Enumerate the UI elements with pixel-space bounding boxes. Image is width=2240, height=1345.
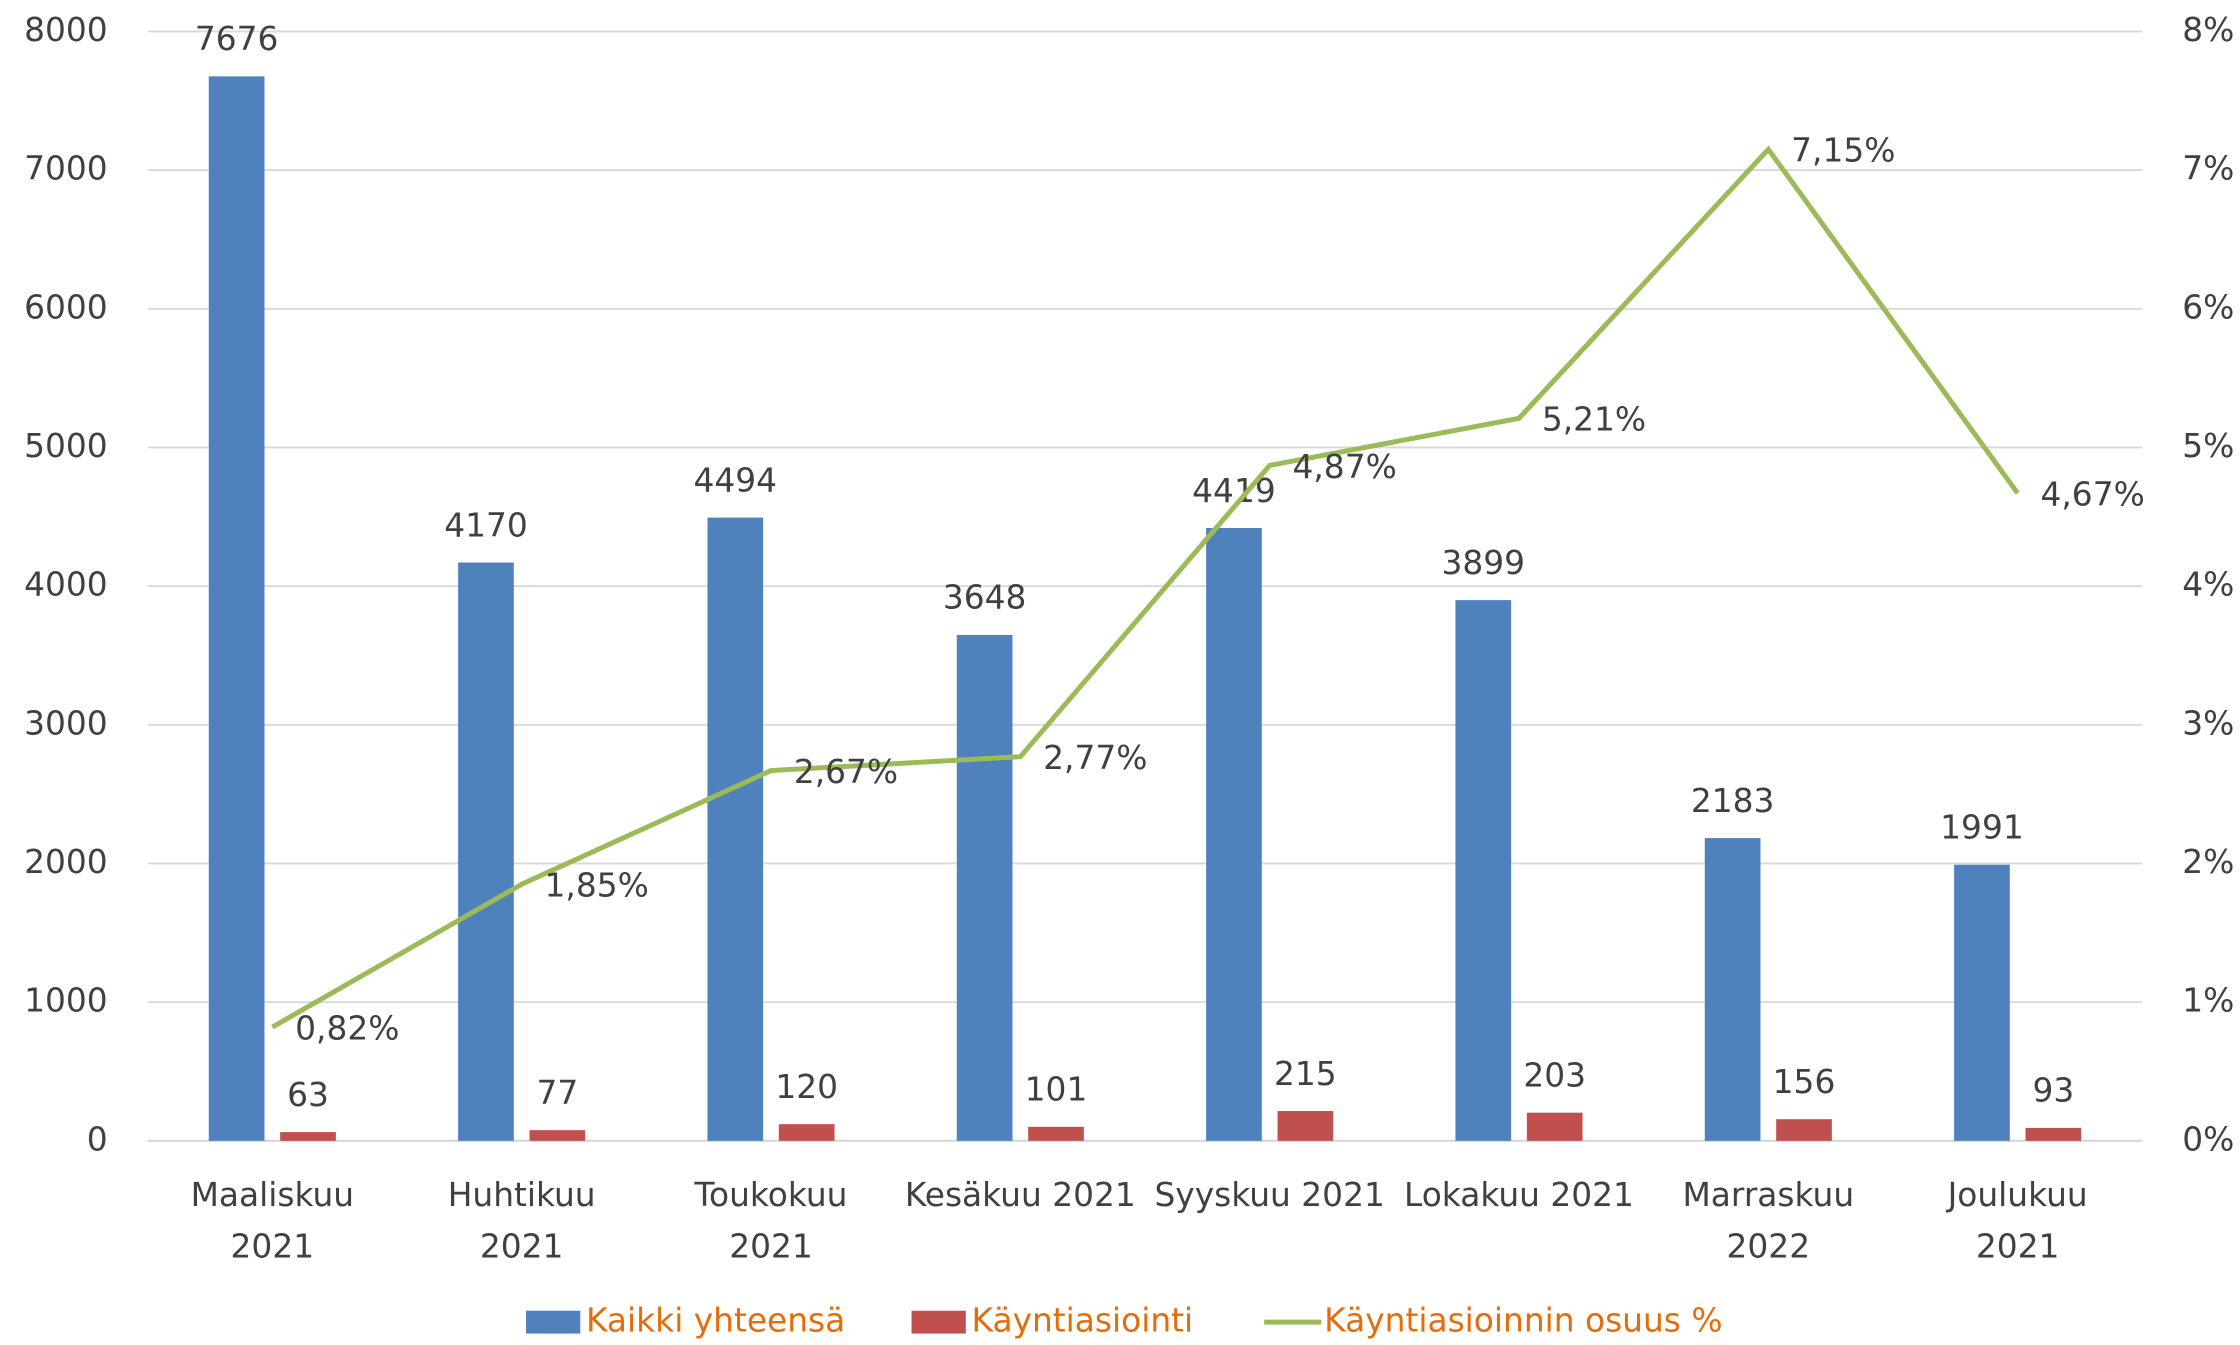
line-value-label: 0,82% bbox=[295, 1009, 399, 1047]
y2-tick-label: 2% bbox=[2182, 843, 2234, 881]
x-tick-label: Toukokuu bbox=[694, 1176, 848, 1214]
y2-tick-label: 8% bbox=[2182, 11, 2234, 49]
y-tick-label: 5000 bbox=[24, 427, 108, 465]
bar-value-label: 3648 bbox=[943, 579, 1027, 617]
legend-label: Kaikki yhteensä bbox=[586, 1302, 845, 1340]
legend-label: Käyntiasiointi bbox=[972, 1302, 1194, 1340]
bar bbox=[1206, 528, 1262, 1141]
bar bbox=[707, 517, 764, 1141]
bar bbox=[208, 76, 265, 1141]
x-tick-label: Kesäkuu 2021 bbox=[905, 1176, 1136, 1214]
line-value-label: 1,85% bbox=[545, 867, 649, 905]
legend-swatch bbox=[911, 1310, 966, 1334]
bar bbox=[2025, 1127, 2082, 1141]
x-tick-label: Lokakuu 2021 bbox=[1404, 1176, 1634, 1214]
line-value-label: 5,21% bbox=[1542, 401, 1646, 439]
y-tick-label: 6000 bbox=[24, 288, 108, 326]
x-tick-label: Joulukuu bbox=[1946, 1176, 2088, 1214]
bar-value-label: 63 bbox=[287, 1076, 329, 1114]
bar-value-label: 93 bbox=[2032, 1072, 2074, 1110]
y2-tick-label: 5% bbox=[2182, 427, 2234, 465]
x-tick-label: 2021 bbox=[1976, 1227, 2060, 1265]
bar-value-label: 203 bbox=[1523, 1056, 1586, 1094]
bar bbox=[1704, 838, 1761, 1141]
y-tick-label: 4000 bbox=[24, 566, 108, 604]
bar bbox=[778, 1124, 835, 1141]
bar bbox=[1776, 1119, 1832, 1141]
bar bbox=[1277, 1111, 1334, 1141]
bar bbox=[956, 634, 1013, 1141]
bar bbox=[280, 1132, 336, 1141]
bar-value-label: 3899 bbox=[1442, 544, 1526, 582]
bar-value-label: 1991 bbox=[1940, 809, 2024, 847]
bar-value-label: 2183 bbox=[1691, 782, 1775, 820]
y-tick-label: 7000 bbox=[24, 150, 108, 188]
line bbox=[271, 145, 2020, 1030]
bar-value-label: 215 bbox=[1274, 1055, 1337, 1093]
bar bbox=[458, 562, 514, 1141]
x-tick-label: 2021 bbox=[480, 1227, 564, 1265]
y2-tick-label: 3% bbox=[2182, 704, 2234, 742]
bar bbox=[1526, 1112, 1583, 1141]
y-tick-label: 8000 bbox=[24, 11, 108, 49]
x-tick-label: Huhtikuu bbox=[448, 1176, 596, 1214]
y2-tick-label: 4% bbox=[2182, 566, 2234, 604]
bar-value-label: 77 bbox=[536, 1074, 578, 1112]
bar-value-label: 120 bbox=[775, 1068, 838, 1106]
x-tick-label: 2021 bbox=[729, 1227, 813, 1265]
bar bbox=[1954, 864, 2010, 1141]
x-tick-label: 2022 bbox=[1727, 1227, 1811, 1265]
x-tick-label: Marraskuu bbox=[1682, 1176, 1854, 1214]
bar bbox=[529, 1130, 586, 1141]
line-value-label: 4,87% bbox=[1292, 448, 1396, 486]
x-tick-label: 2021 bbox=[231, 1227, 315, 1265]
y-tick-label: 0 bbox=[87, 1120, 108, 1158]
y-tick-label: 2000 bbox=[24, 843, 108, 881]
line-value-label: 4,67% bbox=[2040, 476, 2144, 514]
bar-value-label: 156 bbox=[1773, 1063, 1836, 1101]
line-value-label: 2,67% bbox=[794, 753, 898, 791]
bar-value-label: 4494 bbox=[694, 461, 778, 499]
y-tick-label: 1000 bbox=[24, 982, 108, 1020]
legend: Kaikki yhteensä Käyntiasiointi Käyntiasioi… bbox=[526, 1302, 1723, 1340]
bar-value-label: 101 bbox=[1025, 1071, 1088, 1109]
legend-swatch bbox=[526, 1310, 581, 1334]
y2-tick-label: 6% bbox=[2182, 288, 2234, 326]
bar-value-label: 7676 bbox=[195, 20, 279, 58]
bar-value-label: 4170 bbox=[444, 506, 528, 544]
line-value-label: 2,77% bbox=[1043, 739, 1147, 777]
y2-tick-label: 1% bbox=[2182, 982, 2234, 1020]
legend-label: Käyntiasioinnin osuus % bbox=[1324, 1302, 1722, 1340]
x-tick-label: Maaliskuu bbox=[191, 1176, 355, 1214]
y2-tick-label: 0% bbox=[2182, 1120, 2234, 1158]
bar bbox=[1455, 600, 1512, 1141]
y-tick-label: 3000 bbox=[24, 704, 108, 742]
line-value-label: 7,15% bbox=[1791, 132, 1895, 170]
bar bbox=[1028, 1126, 1084, 1141]
y2-tick-label: 7% bbox=[2182, 150, 2234, 188]
x-tick-label: Syyskuu 2021 bbox=[1154, 1176, 1384, 1214]
